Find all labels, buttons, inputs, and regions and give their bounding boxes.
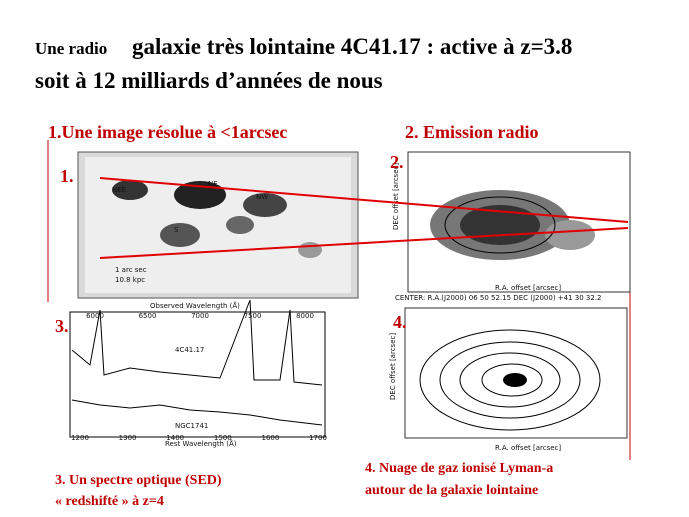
tick-label: 6500 <box>139 312 157 320</box>
tick-label: 1700 <box>309 434 327 442</box>
image-1: NEE NE NW S 1 arc sec 10.8 kpc <box>77 151 359 299</box>
panel-label: 1. <box>60 166 74 186</box>
title-line2: soit à 12 milliards d’années de nous <box>35 68 383 93</box>
panel-label: 3. <box>55 316 69 336</box>
image-label: 10.8 kpc <box>115 276 145 284</box>
image-label: Rest Wavelength (Å) <box>165 439 237 448</box>
heading-2: 2. Emission radio <box>405 122 539 142</box>
tick-label: 1500 <box>214 434 232 442</box>
image-label: 4C41.17 <box>175 346 204 354</box>
image-label: Observed Wavelength (Å) <box>150 301 240 310</box>
image-4: DEC offset [arcsec] R.A. offset [arcsec] <box>389 307 628 452</box>
tick-label: 7500 <box>244 312 262 320</box>
image-2: DEC offset [arcsec] R.A. offset [arcsec]… <box>392 151 631 302</box>
tick-label: 8000 <box>296 312 314 320</box>
panel-label: 4. <box>393 312 407 332</box>
image-label: DEC offset [arcsec] <box>392 163 400 230</box>
image-label: 1 arc sec <box>115 266 147 274</box>
image-label: NGC1741 <box>175 422 208 430</box>
connector <box>99 227 629 259</box>
heading-1: 1.Une image résolue à <1arcsec <box>48 122 287 142</box>
title-small: Une radio <box>35 39 107 58</box>
image-label: NEE <box>112 186 126 194</box>
tick-label: 1200 <box>71 434 89 442</box>
image-label: S <box>174 226 179 234</box>
image-label: R.A. offset [arcsec] <box>495 444 561 452</box>
caption: autour de la galaxie lointaine <box>365 483 538 498</box>
tick-label: 7000 <box>191 312 209 320</box>
image-label: NW <box>256 193 268 201</box>
caption: « redshifté » à z=4 <box>55 494 164 509</box>
tick-label: 1400 <box>166 434 184 442</box>
tick-label: 1600 <box>261 434 279 442</box>
image-label: R.A. offset [arcsec] <box>495 284 561 292</box>
image-label: NE <box>208 180 218 188</box>
image-label: DEC offset [arcsec] <box>389 333 397 400</box>
image-3: Observed Wavelength (Å) Rest Wavelength … <box>69 299 327 448</box>
tick-label: 1300 <box>119 434 137 442</box>
image-label: CENTER: R.A.(J2000) 06 50 52.15 DEC (J20… <box>395 294 602 302</box>
caption: 4. Nuage de gaz ionisé Lyman-a <box>365 461 553 476</box>
tick-label: 6000 <box>86 312 104 320</box>
title-main: galaxie très lointaine 4C41.17 : active … <box>132 34 572 59</box>
connector <box>99 177 629 223</box>
panel-label: 2. <box>390 152 404 172</box>
caption: 3. Un spectre optique (SED) <box>55 473 222 488</box>
